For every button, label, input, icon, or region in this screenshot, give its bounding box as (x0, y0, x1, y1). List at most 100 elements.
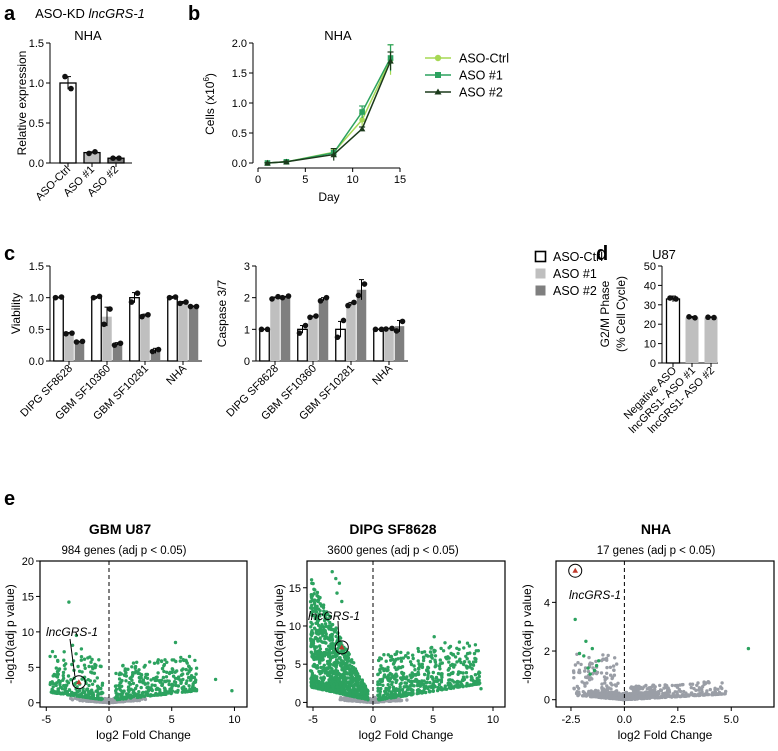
volcano-sf8628-gene-point (315, 666, 318, 669)
panel-a-point (92, 149, 98, 155)
caspase-point (351, 300, 357, 306)
panel-d-y-tick-label: 30 (644, 300, 656, 312)
volcano-sf8628-gene-point (390, 693, 393, 696)
volcano-sf8628-gene-point (451, 672, 454, 675)
volcano-sf8628-gene-point (465, 675, 468, 678)
volcano-nha-gene-point (694, 689, 697, 692)
volcano-u87-y-tick-label: 20 (22, 556, 34, 568)
volcano-sf8628-gene-point (310, 640, 313, 643)
viability-point (118, 340, 124, 346)
volcano-sf8628-gene-point (378, 698, 381, 701)
volcano-sf8628-gene-point (327, 655, 330, 658)
legend-marker-aso-1 (435, 72, 441, 78)
volcano-sf8628-gene-point (411, 654, 414, 657)
volcano-nha-gene-point (679, 695, 682, 698)
volcano-nha-ylabel: -log10(adj p value) (520, 584, 534, 683)
volcano-u87-gene-point (193, 659, 196, 662)
volcano-sf8628-gene-point (318, 632, 321, 635)
panel-a-y-tick-label: 0.0 (29, 158, 44, 170)
volcano-nha-gene-point (747, 647, 750, 650)
volcano-u87-subtitle: 984 genes (adj p < 0.05) (62, 545, 187, 557)
volcano-nha-gene-point (574, 618, 577, 621)
volcano-u87-gene-point (137, 696, 140, 699)
volcano-sf8628-gene-point (365, 696, 368, 699)
volcano-nha-xlabel: log2 Fold Change (618, 728, 713, 742)
volcano-sf8628-gene-point (417, 659, 420, 662)
panel-d-ylabel-2: (% Cell Cycle) (614, 276, 628, 352)
volcano-sf8628-gene-point (347, 656, 350, 659)
caspase-point (362, 281, 368, 287)
volcano-u87-gene-point (181, 667, 184, 670)
volcano-nha-gene-point (582, 690, 585, 693)
volcano-sf8628-gene-point (473, 652, 476, 655)
volcano-u87-gene-point (163, 663, 166, 666)
viability-point (101, 321, 107, 327)
volcano-nha-gene-point (651, 692, 654, 695)
volcano-nha-gene-point (705, 689, 708, 692)
volcano-u87-gene-point (162, 676, 165, 679)
volcano-sf8628-gene-point (340, 688, 343, 691)
volcano-u87-gene-point (194, 672, 197, 675)
volcano-nha-gene-point (613, 656, 616, 659)
volcano-sf8628-gene-point (434, 665, 437, 668)
volcano-sf8628-gene-point (331, 570, 334, 573)
volcano-sf8628-gene-point (394, 695, 397, 698)
volcano-sf8628-gene-point (392, 686, 395, 689)
volcano-nha-gene-point (653, 689, 656, 692)
panel-b-ylabel: Cells (x106) (202, 73, 217, 135)
volcano-u87-gene-point (172, 684, 175, 687)
caspase-bar (346, 304, 356, 361)
volcano-sf8628-gene-point (379, 664, 382, 667)
viability-point (129, 299, 135, 305)
volcano-sf8628-gene-point (348, 690, 351, 693)
volcano-nha-gene-point (672, 693, 675, 696)
volcano-sf8628-gene-point (452, 686, 455, 689)
volcano-nha-gene-point (594, 660, 597, 663)
volcano-nha-gene-point (609, 666, 612, 669)
volcano-sf8628-gene-point (403, 677, 406, 680)
volcano-sf8628-gene-point (412, 657, 415, 660)
caspase-y-tick-label: 3 (244, 261, 250, 273)
volcano-nha-gene-point (667, 694, 670, 697)
volcano-sf8628-gene-point (405, 698, 408, 701)
volcano-sf8628-gene-point (352, 694, 355, 697)
volcano-sf8628-gene-point (429, 686, 432, 689)
volcano-u87-gene-point (87, 700, 90, 703)
volcano-nha-gene-point (693, 693, 696, 696)
volcano-sf8628-gene-point (323, 683, 326, 686)
volcano-nha-gene-point (587, 656, 590, 659)
volcano-nha-gene-point (658, 684, 661, 687)
viability-bar (64, 333, 74, 361)
volcano-u87-gene-point (97, 686, 100, 689)
panel-a-y-tick-label: 1.5 (29, 38, 44, 50)
volcano-sf8628-gene-point (458, 640, 461, 643)
volcano-sf8628-gene-point (417, 691, 420, 694)
volcano-u87-gene-point (121, 664, 124, 667)
volcano-sf8628-subtitle: 3600 genes (adj p < 0.05) (327, 545, 459, 557)
caspase-point (394, 328, 400, 334)
volcano-u87-gene-point (96, 676, 99, 679)
panel-d-y-tick-label: 50 (644, 261, 656, 273)
volcano-sf8628-highlight-label: lncGRS-1 (308, 609, 360, 623)
volcano-sf8628-gene-point (407, 686, 410, 689)
volcano-nha-gene-point (632, 692, 635, 695)
volcano-sf8628-gene-point (417, 673, 420, 676)
volcano-sf8628-gene-point (316, 591, 319, 594)
volcano-sf8628-gene-point (379, 687, 382, 690)
volcano-sf8628-gene-point (319, 639, 322, 642)
viability-bar (92, 298, 102, 361)
viability-point (194, 304, 200, 310)
viability-bar (54, 298, 64, 361)
panel-a-y-tick-label: 0.5 (29, 118, 44, 130)
volcano-sf8628-gene-point (319, 654, 322, 657)
volcano-sf8628-gene-point (466, 652, 469, 655)
volcano-u87-gene-point (134, 665, 137, 668)
caspase-point (356, 293, 362, 299)
volcano-u87-gene-point (87, 684, 90, 687)
volcano-nha-points (572, 618, 750, 702)
viability-ylabel: Viability (9, 293, 23, 334)
panel-label-a: a (4, 3, 16, 25)
volcano-nha-gene-point (586, 666, 589, 669)
volcano-sf8628-gene-point (405, 682, 408, 685)
volcano-sf8628-gene-point (417, 667, 420, 670)
